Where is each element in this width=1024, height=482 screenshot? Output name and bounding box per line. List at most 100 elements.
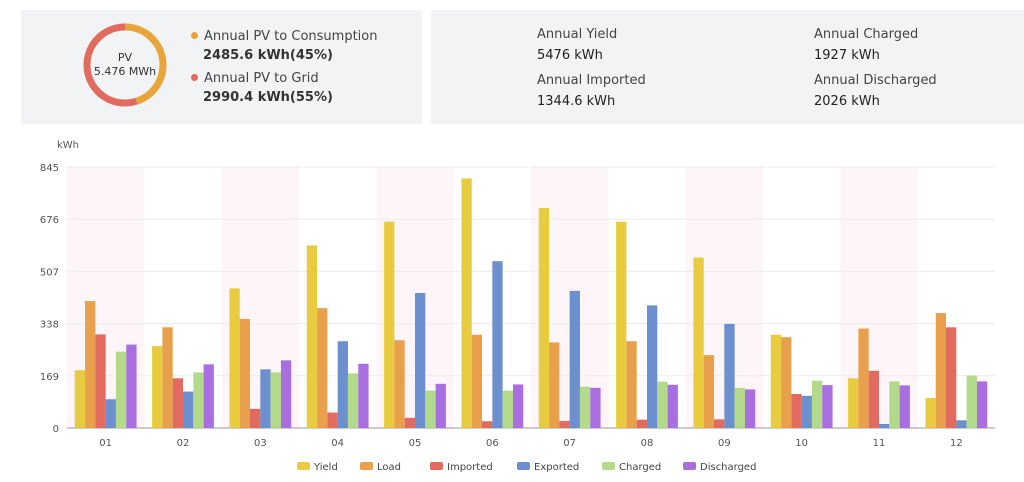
legend-swatch-exported[interactable] [517,462,530,470]
x-tick-label: 07 [563,438,576,449]
bar-yield-02[interactable] [152,346,163,428]
bar-imported-04[interactable] [327,412,338,428]
bar-imported-11[interactable] [868,370,879,428]
bar-imported-12[interactable] [946,327,957,428]
bar-charged-06[interactable] [502,390,513,428]
bar-yield-06[interactable] [461,178,472,428]
bar-imported-01[interactable] [95,334,106,428]
bar-discharged-09[interactable] [744,389,756,428]
bar-charged-07[interactable] [579,386,591,428]
legend-swatch-load[interactable] [360,462,373,470]
bar-imported-06[interactable] [482,421,493,428]
bar-imported-07[interactable] [559,420,570,428]
bar-exported-11[interactable] [879,423,890,428]
bar-yield-01[interactable] [74,370,86,428]
x-tick-label: 10 [795,438,808,449]
donut-slice-consumption[interactable] [83,23,167,107]
bar-discharged-12[interactable] [976,381,988,428]
bar-load-01[interactable] [85,301,96,428]
bar-imported-10[interactable] [791,394,802,428]
bar-exported-06[interactable] [492,261,503,428]
bar-yield-04[interactable] [306,245,318,428]
legend-swatch-charged[interactable] [602,462,615,470]
stat-discharged: Annual Discharged 2026 kWh [814,73,937,109]
bar-imported-08[interactable] [636,419,647,428]
bar-discharged-04[interactable] [358,363,369,428]
bar-charged-11[interactable] [889,381,900,428]
x-tick-label: 06 [486,438,499,449]
grid-value: 2990.4 kWh(55%) [203,90,333,105]
bar-charged-10[interactable] [811,380,823,428]
bar-discharged-10[interactable] [822,385,833,428]
bar-charged-04[interactable] [347,373,359,428]
bar-discharged-03[interactable] [280,360,292,428]
legend-swatch-imported[interactable] [430,462,443,470]
bar-charged-01[interactable] [115,351,127,428]
bar-discharged-07[interactable] [590,387,601,428]
legend-label-yield[interactable]: Yield [313,462,338,473]
bar-yield-03[interactable] [229,288,240,428]
bar-exported-08[interactable] [647,305,658,428]
y-tick-label: 507 [40,267,59,278]
bar-charged-05[interactable] [425,390,436,428]
legend-swatch-yield[interactable] [297,462,310,470]
x-tick-label: 02 [177,438,190,449]
bar-exported-02[interactable] [183,391,194,428]
bar-yield-07[interactable] [538,208,550,428]
bar-load-11[interactable] [858,328,869,428]
pv-donut-chart [83,23,167,107]
bar-load-12[interactable] [935,313,947,428]
legend-label-imported[interactable]: Imported [447,462,493,473]
stat-yield-label: Annual Yield [537,27,618,42]
legend-label-charged[interactable]: Charged [619,462,661,473]
bar-yield-05[interactable] [384,221,395,428]
bar-load-07[interactable] [549,342,560,428]
bar-imported-03[interactable] [250,408,261,428]
bar-imported-05[interactable] [404,417,415,428]
bar-discharged-08[interactable] [667,384,678,428]
annual-stats-panel: Annual Yield 5476 kWh Annual Imported 13… [431,10,1024,124]
bar-yield-09[interactable] [693,257,704,428]
bar-charged-08[interactable] [657,381,668,428]
bar-imported-09[interactable] [714,419,725,428]
bar-exported-05[interactable] [415,293,426,428]
pv-summary-panel: PV 5.476 MWh Annual PV to Consumption 24… [21,10,422,124]
stat-charged: Annual Charged 1927 kWh [814,27,918,63]
legend-label-discharged[interactable]: Discharged [700,462,756,473]
bar-charged-03[interactable] [270,372,281,428]
legend-label-exported[interactable]: Exported [534,462,579,473]
bar-yield-08[interactable] [616,221,627,428]
bar-yield-10[interactable] [770,334,782,428]
bar-exported-04[interactable] [337,341,348,428]
bar-charged-12[interactable] [966,375,977,428]
bar-exported-12[interactable] [956,420,967,428]
bar-discharged-11[interactable] [899,385,910,428]
bar-load-04[interactable] [317,308,328,428]
bar-exported-10[interactable] [801,395,812,428]
bar-load-02[interactable] [162,327,173,428]
bar-imported-02[interactable] [172,378,183,428]
bar-yield-12[interactable] [925,398,936,428]
bar-charged-09[interactable] [734,387,745,428]
legend-swatch-discharged[interactable] [683,462,696,470]
bar-charged-02[interactable] [193,372,204,428]
bar-load-09[interactable] [703,355,715,428]
bar-discharged-06[interactable] [512,384,524,428]
bar-load-08[interactable] [626,341,637,428]
bar-exported-07[interactable] [569,290,580,428]
bar-yield-11[interactable] [848,378,859,428]
donut-center-label: PV [117,51,133,64]
consumption-label: Annual PV to Consumption [204,29,378,44]
bar-discharged-05[interactable] [435,383,446,428]
bar-load-03[interactable] [239,318,251,428]
bar-exported-01[interactable] [105,399,116,428]
bar-exported-03[interactable] [260,369,271,428]
bar-load-06[interactable] [471,334,483,428]
bar-exported-09[interactable] [724,323,735,428]
bar-discharged-02[interactable] [203,364,214,428]
grid-dot-icon [191,74,198,81]
bar-load-05[interactable] [394,340,405,428]
legend-label-load[interactable]: Load [377,462,401,473]
bar-discharged-01[interactable] [126,344,137,428]
bar-load-10[interactable] [781,337,792,428]
